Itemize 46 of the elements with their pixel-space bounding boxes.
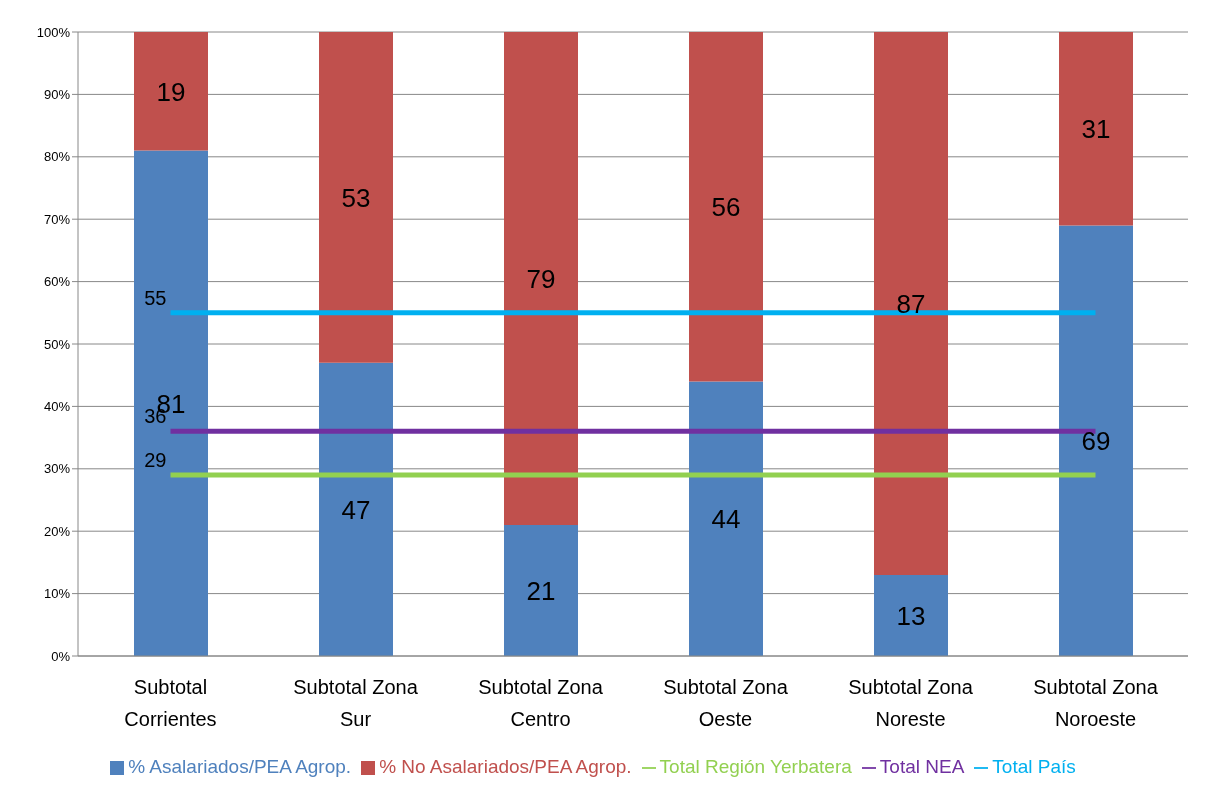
y-tick-label: 100% bbox=[36, 24, 71, 40]
data-label: 29 bbox=[144, 449, 167, 472]
legend-label: % Asalariados/PEA Agrop. bbox=[128, 756, 352, 777]
data-label: 13 bbox=[896, 600, 926, 631]
bar bbox=[319, 32, 393, 363]
x-tick-label: Subtotal Zona Centro bbox=[478, 676, 604, 730]
y-tick-label: 70% bbox=[43, 211, 71, 227]
bar bbox=[1059, 32, 1133, 226]
data-label: 19 bbox=[156, 76, 186, 107]
data-label: 56 bbox=[711, 191, 741, 222]
bar bbox=[134, 150, 208, 656]
bar bbox=[689, 381, 763, 656]
x-tick-label: Subtotal Zona Noroeste bbox=[1033, 676, 1159, 730]
y-tick-label: 0% bbox=[51, 648, 71, 664]
y-tick-label: 80% bbox=[43, 149, 71, 165]
bar bbox=[504, 524, 578, 656]
bar bbox=[874, 574, 948, 656]
bar bbox=[504, 32, 578, 525]
data-label: 53 bbox=[341, 182, 371, 213]
y-tick-label: 50% bbox=[43, 336, 71, 352]
data-label: 79 bbox=[526, 263, 556, 294]
x-tick-label: Subtotal Zona Sur bbox=[293, 676, 419, 730]
y-tick-label: 60% bbox=[43, 274, 71, 290]
bar bbox=[874, 32, 948, 575]
data-label: 21 bbox=[526, 575, 556, 606]
data-label: 47 bbox=[341, 494, 371, 525]
bar bbox=[134, 32, 208, 151]
bar bbox=[689, 32, 763, 382]
bar bbox=[1059, 225, 1133, 656]
data-label: 69 bbox=[1081, 425, 1111, 456]
legend-label: Total NEA bbox=[879, 756, 965, 777]
y-tick-label: 30% bbox=[43, 461, 71, 477]
x-tick-label: Subtotal Zona Noreste bbox=[848, 676, 974, 730]
legend-label: Total Región Yerbatera bbox=[659, 756, 852, 777]
data-label: 31 bbox=[1081, 113, 1111, 144]
y-tick-label: 90% bbox=[43, 87, 71, 103]
y-tick-label: 10% bbox=[43, 586, 71, 602]
bar bbox=[319, 362, 393, 656]
data-label: 55 bbox=[144, 286, 167, 309]
y-tick-label: 20% bbox=[43, 523, 71, 539]
data-label: 44 bbox=[711, 503, 741, 534]
legend-label: % No Asalariados/PEA Agrop. bbox=[379, 756, 632, 777]
y-tick-label: 40% bbox=[43, 399, 71, 415]
x-tick-label: Subtotal Corrientes bbox=[124, 676, 217, 730]
legend-label: Total País bbox=[992, 756, 1076, 777]
x-tick-label: Subtotal Zona Oeste bbox=[663, 676, 789, 730]
